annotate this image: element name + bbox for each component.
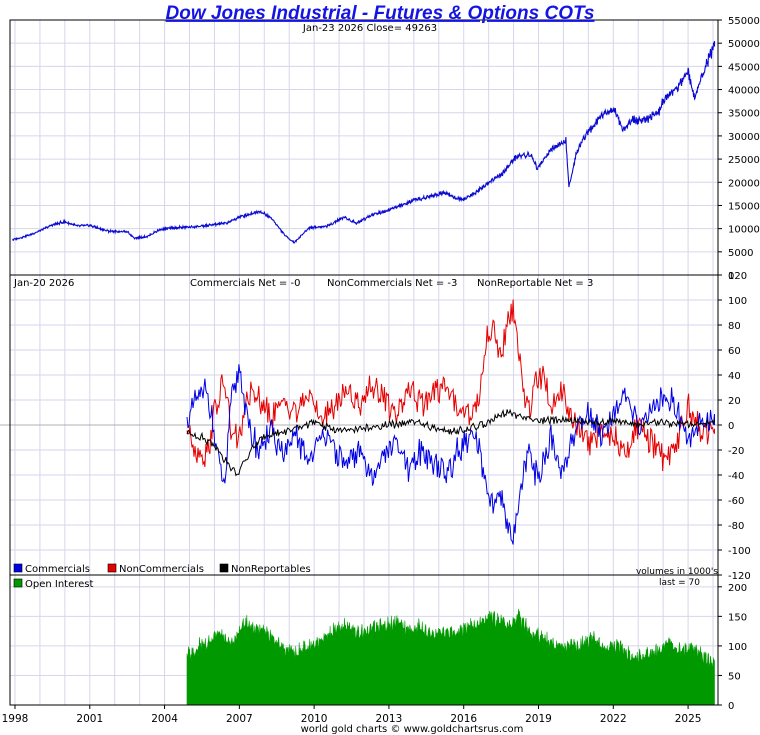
noncommercials-net: NonCommercials Net = -3 (327, 278, 457, 289)
price-line (12, 40, 716, 244)
x-tick-label: 2022 (600, 713, 627, 725)
legend-swatch-open-interest (13, 578, 23, 588)
noncommercials-line (186, 299, 715, 472)
cot-y-tick-label: -100 (728, 546, 751, 557)
x-tick-label: 2019 (525, 713, 552, 725)
price-y-tick-label: 30000 (728, 132, 760, 143)
price-y-tick-label: 10000 (728, 225, 760, 236)
oi-y-tick-label: 200 (728, 583, 747, 594)
oi-y-tick-label: 150 (728, 612, 747, 623)
commercials-line (186, 364, 715, 545)
price-y-tick-label: 45000 (728, 62, 760, 73)
legend-swatch-commercials (13, 563, 23, 573)
x-tick-label: 2013 (376, 713, 403, 725)
cot-y-tick-label: 100 (728, 296, 747, 307)
x-tick-label: 2004 (151, 713, 178, 725)
grid-layer (0, 19, 718, 706)
cot-series (186, 299, 715, 545)
price-y-tick-label: 50000 (728, 39, 760, 50)
cot-y-tick-label: 80 (728, 321, 741, 332)
price-y-tick-label: 25000 (728, 155, 760, 166)
cot-y-tick-label: 20 (728, 396, 741, 407)
cot-date: Jan-20 2026 (13, 278, 74, 289)
legend-label-open-interest: Open Interest (25, 579, 94, 590)
price-y-tick-label: 5000 (728, 248, 753, 259)
footer-credit: world gold charts © www.goldchartsrus.co… (301, 724, 524, 735)
x-tick-label: 2001 (76, 713, 103, 725)
oi-series (186, 608, 715, 706)
price-y-tick-label: 15000 (728, 201, 760, 212)
last-note: last = 70 (659, 578, 700, 588)
price-subtitle: Jan-23 2026 Close= 49263 (302, 23, 437, 34)
oi-y-tick-label: 50 (728, 671, 741, 682)
x-tick-label: 1998 (2, 713, 29, 725)
price-y-tick-label: 55000 (728, 16, 760, 27)
legend-label-nonreportables: NonReportables (231, 564, 311, 575)
price-y-tick-label: 35000 (728, 109, 760, 120)
x-tick-label: 2025 (675, 713, 702, 725)
oi-panel-frame (9, 574, 719, 706)
cot-y-tick-label: -40 (728, 471, 744, 482)
cot-y-tick-label: -60 (728, 496, 744, 507)
price-series (12, 40, 716, 244)
oi-y-tick-label: 0 (728, 701, 734, 712)
legend-label-commercials: Commercials (25, 564, 90, 575)
cot-legend: Commercials NonCommercials NonReportable… (13, 563, 311, 575)
price-y-tick-label: 20000 (728, 178, 760, 189)
cot-y-tick-label: -20 (728, 446, 744, 457)
x-tick-label: 2016 (450, 713, 477, 725)
commercials-net: Commercials Net = -0 (190, 278, 300, 289)
oi-y-tick-label: 100 (728, 642, 747, 653)
x-tick-label: 2010 (301, 713, 328, 725)
volumes-note: volumes in 1000's (636, 567, 718, 577)
legend-label-noncommercials: NonCommercials (119, 564, 204, 575)
open-interest-area (186, 608, 715, 706)
tick-layer: 5500050000450004000035000300002500020000… (2, 16, 760, 725)
price-y-tick-label: 40000 (728, 86, 760, 97)
cot-y-tick-label: 0 (728, 421, 734, 432)
cot-y-tick-label: 120 (728, 271, 747, 282)
cot-y-tick-label: 60 (728, 346, 741, 357)
legend-swatch-nonreportables (219, 563, 229, 573)
x-tick-label: 2007 (226, 713, 253, 725)
cot-y-tick-label: 40 (728, 371, 741, 382)
cot-y-tick-label: -80 (728, 521, 744, 532)
cot-y-tick-label: -120 (728, 571, 751, 582)
nonreportable-net: NonReportable Net = 3 (477, 278, 593, 289)
nonreportables-line (186, 408, 715, 477)
price-y-tick-label: 0 (728, 271, 734, 282)
chart-title: Dow Jones Industrial - Futures & Options… (166, 3, 595, 24)
legend-swatch-noncommercials (107, 563, 117, 573)
